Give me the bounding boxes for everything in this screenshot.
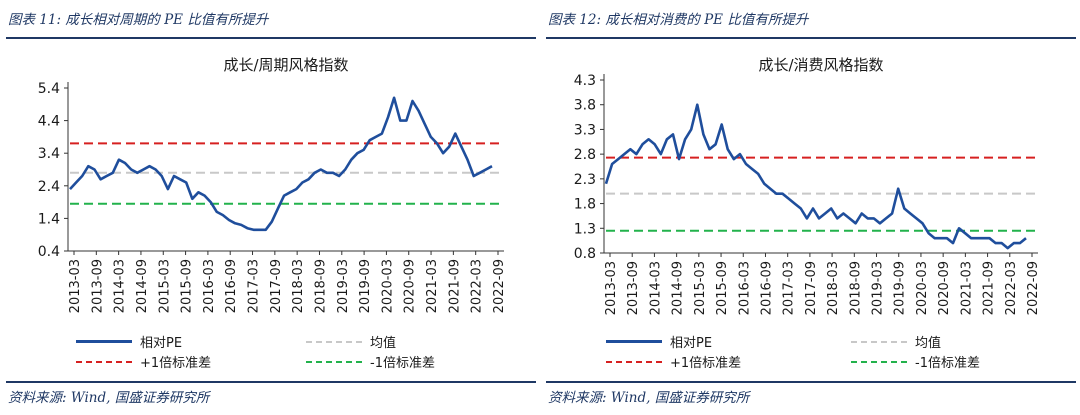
x-tick-label: 2016-09 xyxy=(759,261,774,315)
chart-panel-left: 图表 11: 成长相对周期的 PE 比值有所提升 成长/周期风格指数 5.4 4.4… xyxy=(6,0,538,415)
legend-swatch xyxy=(606,340,662,343)
caption-rule xyxy=(546,37,1076,39)
x-tick-label: 2015-03 xyxy=(693,261,708,315)
legend-swatch xyxy=(76,340,132,343)
x-tick-label: 2017-09 xyxy=(269,259,284,313)
legend-swatch xyxy=(76,360,132,363)
x-tick-label: 2019-09 xyxy=(358,259,373,313)
x-tick-label: 2014-03 xyxy=(648,261,663,315)
legend-swatch xyxy=(306,340,362,343)
legend-label: 均值 xyxy=(915,336,942,351)
x-tick-label: 2021-03 xyxy=(425,259,440,313)
x-tick-label: 2020-09 xyxy=(937,261,952,315)
legend-label: +1倍标准差 xyxy=(670,356,742,371)
legend-item-mean: 均值 xyxy=(851,332,941,351)
chart-title: 成长/周期风格指数 xyxy=(223,56,348,74)
y-tick-label: 1.8 xyxy=(574,197,596,213)
x-tick-label: 2018-03 xyxy=(291,259,306,313)
x-tick-label: 2021-09 xyxy=(982,261,997,315)
x-tick-label: 2018-03 xyxy=(826,261,841,315)
y-tick-label: 4.3 xyxy=(574,73,596,89)
series-line-relative-pe xyxy=(604,103,1027,250)
legend-label: -1倍标准差 xyxy=(370,356,435,371)
x-tick-label: 2020-03 xyxy=(915,261,930,315)
legend-swatch xyxy=(851,340,907,343)
y-tick-label: 5.4 xyxy=(38,81,60,97)
x-tick-label: 2013-03 xyxy=(604,261,619,315)
x-tick-label: 2019-03 xyxy=(871,261,886,315)
y-tick-label: 0.8 xyxy=(574,246,596,262)
source-note: 资料来源: Wind, 国盛证券研究所 xyxy=(8,390,210,406)
x-tick-label: 2013-09 xyxy=(626,261,641,315)
chart-legend: 相对PE 均值 +1倍标准差 -1倍标准差 xyxy=(546,330,1076,372)
legend-item-relative-pe: 相对PE xyxy=(76,332,182,351)
x-tick-label: 2019-03 xyxy=(336,259,351,313)
chart-legend: 相对PE 均值 +1倍标准差 -1倍标准差 xyxy=(6,330,536,372)
x-tick-label: 2022-09 xyxy=(1026,261,1041,315)
y-tick-label: 4.4 xyxy=(38,114,60,130)
x-tick-label: 2016-09 xyxy=(224,259,239,313)
x-tick-label: 2013-03 xyxy=(68,259,83,313)
legend-label: 均值 xyxy=(370,336,397,351)
y-tick-label: 3.4 xyxy=(38,146,60,162)
x-tick-label: 2017-09 xyxy=(804,261,819,315)
legend-swatch xyxy=(851,360,907,363)
x-tick-label: 2021-03 xyxy=(959,261,974,315)
x-tick-label: 2015-03 xyxy=(157,259,172,313)
caption-rule xyxy=(6,37,536,39)
x-tick-label: 2014-09 xyxy=(135,259,150,313)
source-rule xyxy=(546,381,1076,383)
x-tick-label: 2020-03 xyxy=(380,259,395,313)
x-tick-label: 2019-09 xyxy=(893,261,908,315)
x-tick-label: 2018-09 xyxy=(848,261,863,315)
x-tick-label: 2022-09 xyxy=(492,259,507,313)
chart-title: 成长/消费风格指数 xyxy=(758,56,883,74)
legend-item-relative-pe: 相对PE xyxy=(606,332,712,351)
y-tick-label: 1.4 xyxy=(38,211,60,227)
legend-item-minus-1sd: -1倍标准差 xyxy=(851,352,980,371)
x-tick-label: 2021-09 xyxy=(447,259,462,313)
y-tick-label: 2.4 xyxy=(38,179,60,195)
x-tick-label: 2017-03 xyxy=(247,259,262,313)
x-tick-label: 2016-03 xyxy=(202,259,217,313)
figure-caption: 图表 12: 成长相对消费的 PE 比值有所提升 xyxy=(548,12,809,28)
legend-label: +1倍标准差 xyxy=(140,356,212,371)
x-tick-label: 2015-09 xyxy=(180,259,195,313)
y-tick-label: 3.8 xyxy=(574,98,596,114)
legend-label: 相对PE xyxy=(140,336,183,351)
y-tick-label: 1.3 xyxy=(574,221,596,237)
source-note: 资料来源: Wind, 国盛证券研究所 xyxy=(548,390,750,406)
x-tick-label: 2014-03 xyxy=(113,259,128,313)
x-tick-label: 2022-03 xyxy=(1004,261,1019,315)
legend-item-plus-1sd: +1倍标准差 xyxy=(76,352,211,371)
chart-panel-right: 图表 12: 成长相对消费的 PE 比值有所提升 成长/消费风格指数 4.3 3.8… xyxy=(546,0,1078,415)
x-tick-label: 2015-09 xyxy=(715,261,730,315)
y-tick-label: 0.4 xyxy=(38,244,60,260)
legend-item-plus-1sd: +1倍标准差 xyxy=(606,352,741,371)
y-tick-label: 2.8 xyxy=(574,147,596,163)
line-chart-growth-cyclical: 成长/周期风格指数 5.4 4.4 3.4 2.4 1.4 0.4 2013-03 2013-0… xyxy=(38,56,507,313)
x-tick-label: 2020-09 xyxy=(403,259,418,313)
figure-caption: 图表 11: 成长相对周期的 PE 比值有所提升 xyxy=(8,12,269,28)
legend-label: -1倍标准差 xyxy=(915,356,980,371)
x-tick-label: 2017-03 xyxy=(782,261,797,315)
series-line-relative-pe xyxy=(69,96,493,232)
y-tick-label: 3.3 xyxy=(574,122,596,138)
x-tick-label: 2014-09 xyxy=(671,261,686,315)
line-chart-growth-consumer: 成长/消费风格指数 4.3 3.8 3.3 2.8 2.3 1.8 1.3 0.8 2013-03… xyxy=(574,56,1041,315)
legend-item-minus-1sd: -1倍标准差 xyxy=(306,352,435,371)
x-tick-label: 2018-09 xyxy=(313,259,328,313)
source-rule xyxy=(6,381,536,383)
x-tick-label: 2016-03 xyxy=(737,261,752,315)
y-tick-label: 2.3 xyxy=(574,172,596,188)
legend-swatch xyxy=(606,360,662,363)
x-tick-label: 2013-09 xyxy=(90,259,105,313)
legend-swatch xyxy=(306,360,362,363)
legend-label: 相对PE xyxy=(670,336,713,351)
x-tick-label: 2022-03 xyxy=(470,259,485,313)
legend-item-mean: 均值 xyxy=(306,332,396,351)
